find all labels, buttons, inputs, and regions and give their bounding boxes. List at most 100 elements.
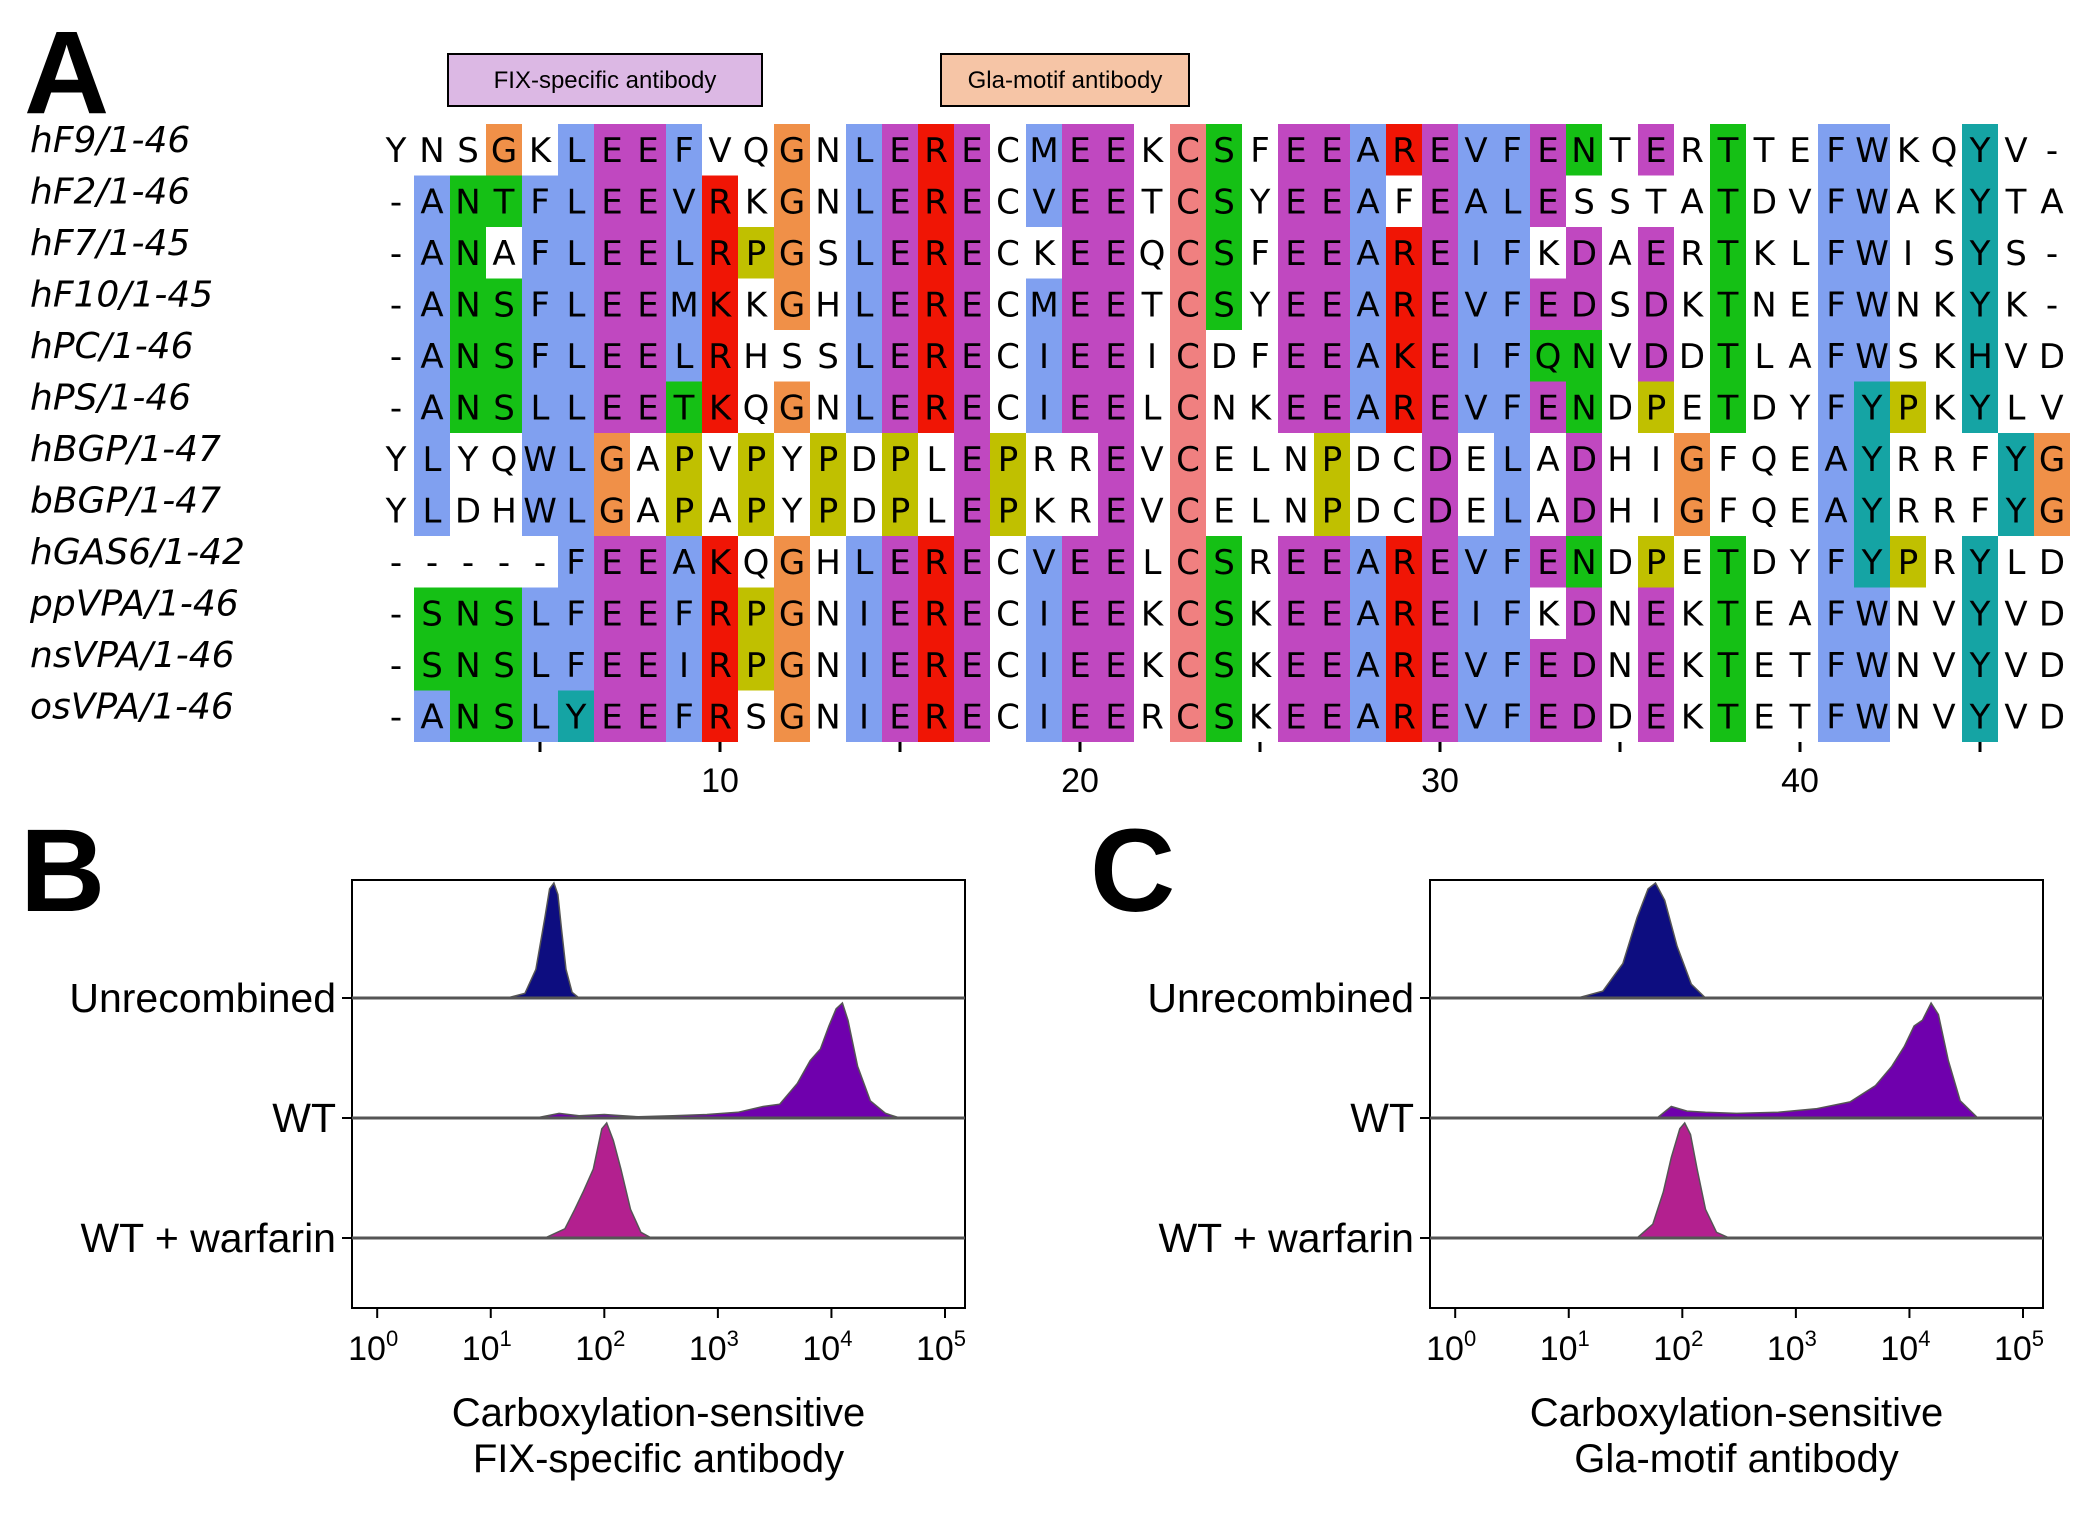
residue-letter: E bbox=[1645, 594, 1666, 634]
residue-cell bbox=[1566, 484, 1602, 536]
residue-letter: P bbox=[1322, 491, 1343, 531]
residue-letter: Y bbox=[457, 440, 479, 480]
residue-letter: A bbox=[1356, 594, 1379, 634]
residue-cell bbox=[1710, 278, 1746, 330]
residue-cell bbox=[738, 433, 774, 485]
residue-letter: S bbox=[1213, 594, 1235, 634]
residue-cell bbox=[1494, 175, 1530, 227]
residue-cell bbox=[1278, 381, 1314, 433]
residue-cell bbox=[1998, 484, 2034, 536]
residue-cell bbox=[594, 536, 630, 588]
residue-letter: G bbox=[779, 182, 805, 222]
residue-letter: R bbox=[1392, 285, 1416, 325]
residue-letter: R bbox=[1392, 697, 1416, 737]
residue-letter: E bbox=[961, 388, 982, 428]
residue-cell bbox=[702, 227, 738, 279]
residue-letter: R bbox=[1680, 131, 1704, 171]
x-tick-label: 103 bbox=[1767, 1326, 1817, 1368]
residue-letter: E bbox=[889, 543, 910, 583]
residue-letter: C bbox=[996, 285, 1020, 325]
residue-letter: L bbox=[855, 388, 874, 428]
residue-cell bbox=[882, 381, 918, 433]
residue-letter: C bbox=[1176, 543, 1200, 583]
row-label: Unrecombined bbox=[1147, 975, 1414, 1021]
residue-letter: N bbox=[1571, 337, 1596, 377]
residue-cell bbox=[666, 536, 702, 588]
residue-letter: F bbox=[1826, 594, 1846, 634]
residue-cell bbox=[594, 227, 630, 279]
residue-letter: F bbox=[530, 285, 550, 325]
residue-cell bbox=[882, 175, 918, 227]
residue-letter: F bbox=[1250, 234, 1270, 274]
residue-letter: E bbox=[1069, 182, 1090, 222]
plot-frame bbox=[1429, 879, 2044, 1309]
residue-letter: Q bbox=[491, 440, 518, 480]
residue-cell bbox=[1314, 330, 1350, 382]
residue-cell bbox=[702, 690, 738, 742]
residue-cell bbox=[1206, 639, 1242, 691]
x-tick-label: 101 bbox=[1540, 1326, 1590, 1368]
residue-cell bbox=[1458, 330, 1494, 382]
residue-letter: T bbox=[1717, 234, 1739, 274]
residue-letter: S bbox=[817, 337, 839, 377]
residue-cell bbox=[1458, 227, 1494, 279]
residue-cell bbox=[630, 690, 666, 742]
residue-cell bbox=[1494, 227, 1530, 279]
residue-letter: F bbox=[1502, 234, 1522, 274]
residue-cell bbox=[810, 433, 846, 485]
residue-letter: L bbox=[531, 594, 550, 634]
residue-cell bbox=[1278, 690, 1314, 742]
row-label: WT + warfarin bbox=[80, 1215, 336, 1261]
residue-letter: K bbox=[1897, 131, 1921, 171]
residue-letter: F bbox=[1970, 491, 1990, 531]
residue-cell bbox=[1962, 227, 1998, 279]
residue-letter: I bbox=[1039, 388, 1049, 428]
residue-letter: E bbox=[637, 285, 658, 325]
residue-letter: V bbox=[1140, 440, 1163, 480]
residue-cell bbox=[1494, 639, 1530, 691]
residue-letter: S bbox=[493, 697, 515, 737]
residue-letter: P bbox=[1322, 440, 1343, 480]
residue-letter: W bbox=[1855, 697, 1889, 737]
sequence-name: bBGP/1-47 bbox=[30, 481, 221, 522]
residue-letter: L bbox=[675, 337, 694, 377]
residue-letter: E bbox=[1285, 646, 1306, 686]
residue-cell bbox=[1170, 690, 1206, 742]
residue-letter: I bbox=[1039, 594, 1049, 634]
residue-cell bbox=[1314, 639, 1350, 691]
residue-letter: C bbox=[996, 131, 1020, 171]
residue-cell bbox=[702, 587, 738, 639]
residue-cell bbox=[630, 124, 666, 176]
residue-letter: T bbox=[1717, 182, 1739, 222]
residue-letter: I bbox=[1471, 594, 1481, 634]
residue-letter: F bbox=[1718, 440, 1738, 480]
residue-letter: L bbox=[531, 646, 550, 686]
residue-letter: D bbox=[1679, 337, 1705, 377]
residue-letter: I bbox=[1039, 646, 1049, 686]
residue-letter: E bbox=[1465, 491, 1486, 531]
residue-letter: E bbox=[601, 131, 622, 171]
residue-cell bbox=[1098, 278, 1134, 330]
residue-cell bbox=[414, 639, 450, 691]
residue-letter: V bbox=[1464, 697, 1487, 737]
residue-cell bbox=[1854, 381, 1890, 433]
residue-letter: R bbox=[708, 646, 732, 686]
residue-letter: E bbox=[601, 646, 622, 686]
residue-letter: V bbox=[1608, 337, 1631, 377]
residue-cell bbox=[486, 278, 522, 330]
residue-letter: S bbox=[781, 337, 803, 377]
residue-letter: C bbox=[996, 543, 1020, 583]
residue-letter: F bbox=[1394, 182, 1414, 222]
residue-cell bbox=[1098, 587, 1134, 639]
residue-letter: G bbox=[779, 131, 805, 171]
residue-letter: D bbox=[1211, 337, 1237, 377]
residue-letter: R bbox=[1932, 440, 1956, 480]
residue-cell bbox=[1098, 175, 1134, 227]
residue-letter: - bbox=[2046, 285, 2058, 325]
residue-letter: E bbox=[1105, 234, 1126, 274]
residue-letter: T bbox=[1645, 182, 1667, 222]
residue-letter: K bbox=[1249, 388, 1273, 428]
residue-cell bbox=[1962, 587, 1998, 639]
residue-letter: I bbox=[679, 646, 689, 686]
residue-letter: R bbox=[1392, 388, 1416, 428]
